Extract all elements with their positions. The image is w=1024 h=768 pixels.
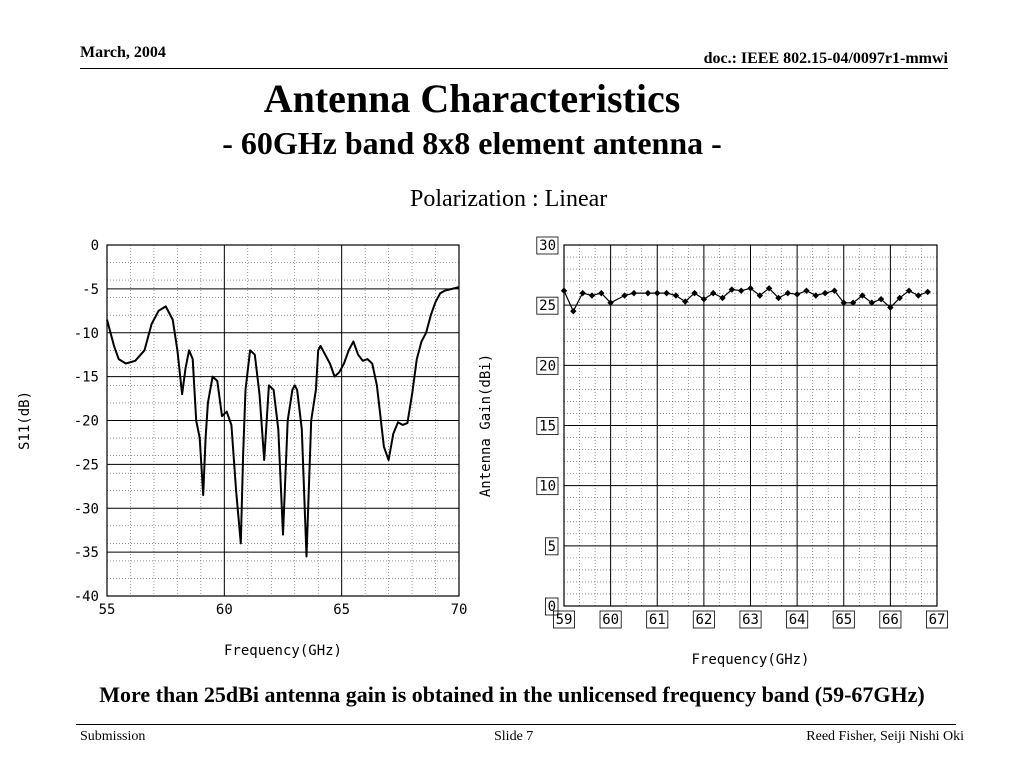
data-point	[700, 295, 708, 303]
data-point	[579, 289, 586, 297]
y-tick-label: 5	[548, 539, 556, 555]
data-point	[663, 289, 670, 297]
footer-left: Submission	[80, 729, 146, 744]
y-tick-box	[536, 236, 559, 255]
x-tick-box	[879, 610, 902, 629]
y-axis-label: S11(dB)	[17, 391, 33, 450]
data-point	[887, 304, 894, 311]
y-tick-box	[545, 597, 559, 616]
x-tick-box	[553, 610, 576, 629]
x-tick-label: 59	[556, 612, 573, 628]
data-point	[570, 307, 577, 315]
y-tick-label: 15	[539, 419, 556, 435]
y-tick-label: -40	[74, 589, 99, 605]
plot-frame	[563, 244, 938, 607]
s11-chart: 55 60 65 70 0 -5 -10 -15 -20 -25 -30 -35 -40 Frequenc…	[17, 238, 468, 659]
series-line	[106, 286, 460, 558]
data-point	[747, 285, 754, 292]
x-tick-box	[646, 610, 669, 629]
y-tick-box	[536, 417, 559, 435]
plot-frame	[106, 244, 460, 597]
y-tick-label: -10	[74, 326, 99, 342]
data-point	[719, 294, 726, 302]
header-doc-id: doc.: IEEE 802.15-04/0097r1-mmwi	[703, 50, 948, 67]
data-point	[691, 289, 698, 297]
data-point	[775, 294, 782, 302]
data-point	[784, 289, 791, 297]
slide-subtitle: - 60GHz band 8x8 element antenna -	[222, 125, 722, 161]
data-point	[607, 299, 614, 306]
x-tick-box	[925, 610, 948, 629]
data-point	[654, 289, 661, 297]
y-tick-label: 0	[548, 599, 556, 615]
series-line	[563, 287, 928, 312]
antenna-gain-chart: 59 60 61 62 63 64 65 66 67 0 5 10 15 20 25 30 Frequency(…	[478, 236, 948, 668]
data-point	[644, 289, 652, 297]
y-tick-label: -25	[74, 457, 99, 473]
data-point	[560, 287, 568, 294]
x-tick-label: 60	[216, 602, 233, 618]
y-axis-label: Antenna Gain(dBi)	[478, 354, 494, 497]
x-tick-label: 61	[649, 612, 666, 628]
summary-caption: More than 25dBi antenna gain is obtained…	[99, 682, 925, 707]
data-point	[630, 289, 638, 297]
y-tick-label: 0	[91, 238, 99, 254]
y-tick-label: -20	[74, 414, 99, 430]
y-tick-label: 25	[539, 298, 556, 314]
footer-right: Reed Fisher, Seiji Nishi Oki	[806, 729, 964, 744]
x-tick-box	[832, 610, 855, 629]
y-tick-box	[536, 356, 559, 375]
data-point	[812, 292, 819, 299]
x-tick-box	[739, 610, 762, 629]
y-tick-box	[536, 477, 559, 496]
y-tick-label: -5	[82, 282, 99, 298]
x-tick-label: 65	[835, 612, 852, 628]
x-tick-box	[692, 610, 715, 629]
data-point	[905, 287, 913, 294]
x-tick-label: 70	[451, 602, 468, 618]
x-tick-label: 65	[333, 602, 350, 618]
x-axis-label: Frequency(GHz)	[224, 643, 342, 659]
x-tick-label: 62	[695, 612, 712, 628]
data-point	[598, 289, 605, 297]
header-divider	[80, 68, 948, 69]
data-point	[915, 292, 922, 299]
x-tick-box	[786, 610, 809, 629]
y-tick-label: 30	[539, 238, 556, 254]
slide-title: Antenna Characteristics	[263, 76, 681, 121]
x-tick-box	[599, 610, 622, 629]
x-tick-label: 55	[99, 602, 116, 618]
x-axis-label: Frequency(GHz)	[691, 652, 809, 668]
data-point	[710, 289, 717, 297]
x-tick-label: 60	[602, 612, 619, 628]
data-point	[821, 289, 829, 297]
data-point	[728, 286, 736, 293]
polarization-label: Polarization : Linear	[410, 186, 608, 212]
y-tick-box	[545, 537, 559, 556]
x-tick-label: 64	[789, 612, 806, 628]
data-point	[840, 299, 847, 306]
data-point	[868, 299, 875, 306]
y-tick-label: -35	[74, 545, 99, 561]
y-tick-label: 20	[539, 358, 556, 374]
y-tick-label: 10	[539, 479, 556, 495]
x-tick-label: 67	[929, 612, 946, 628]
data-point	[621, 292, 628, 299]
data-point	[765, 285, 773, 292]
x-tick-label: 66	[882, 612, 899, 628]
footer-divider	[76, 724, 956, 725]
y-tick-label: -30	[74, 501, 99, 517]
data-point	[924, 288, 931, 296]
data-point	[859, 292, 866, 299]
y-tick-box	[536, 296, 559, 315]
data-point	[793, 291, 801, 298]
y-tick-label: -15	[74, 370, 99, 386]
x-tick-label: 63	[742, 612, 759, 628]
footer-center: Slide 7	[494, 729, 534, 744]
header-date: March, 2004	[80, 44, 166, 61]
